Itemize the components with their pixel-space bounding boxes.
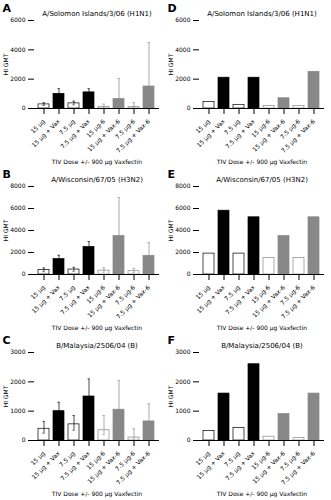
svg-text:F: F — [168, 334, 176, 347]
svg-text:7.5 μg + Vax: 7.5 μg + Vax — [223, 449, 257, 482]
svg-text:TIV Dose +/- 900 μg Vaxfectin: TIV Dose +/- 900 μg Vaxfectin — [51, 490, 142, 498]
svg-text:0: 0 — [187, 270, 191, 277]
svg-text:15 μg + Vax-6: 15 μg + Vax-6 — [250, 283, 287, 319]
svg-text:7.5 μg + Vax: 7.5 μg + Vax — [223, 117, 257, 150]
svg-text:HI GMT: HI GMT — [2, 219, 9, 241]
svg-text:15 μg + Vax: 15 μg + Vax — [195, 449, 227, 481]
svg-text:15 μg + Vax: 15 μg + Vax — [195, 283, 227, 315]
svg-text:HI GMT: HI GMT — [2, 53, 9, 75]
svg-text:4000: 4000 — [175, 46, 190, 53]
svg-text:2000: 2000 — [175, 378, 190, 385]
svg-text:0: 0 — [22, 436, 26, 443]
svg-text:15 μg-6: 15 μg-6 — [84, 449, 107, 471]
svg-text:TIV Dose +/- 900 μg Vaxfectin: TIV Dose +/- 900 μg Vaxfectin — [51, 158, 142, 166]
svg-text:HI GMT: HI GMT — [167, 219, 174, 241]
svg-text:7.5 μg + Vax: 7.5 μg + Vax — [58, 449, 92, 482]
svg-text:15 μg-6: 15 μg-6 — [249, 449, 272, 471]
svg-text:TIV Dose +/- 900 μg Vaxfectin: TIV Dose +/- 900 μg Vaxfectin — [216, 158, 307, 166]
svg-text:7.5 μg: 7.5 μg — [222, 283, 242, 302]
svg-text:4000: 4000 — [10, 46, 25, 53]
svg-text:6000: 6000 — [175, 16, 190, 23]
svg-text:15 μg-6: 15 μg-6 — [84, 283, 107, 305]
svg-text:7.5 μg + Vax-6: 7.5 μg + Vax-6 — [279, 449, 316, 486]
svg-text:3000: 3000 — [10, 348, 25, 355]
svg-text:1000: 1000 — [10, 407, 25, 414]
svg-text:2000: 2000 — [175, 75, 190, 82]
svg-text:B: B — [3, 168, 11, 181]
svg-text:7.5 μg-6: 7.5 μg-6 — [278, 117, 302, 141]
svg-text:7.5 μg: 7.5 μg — [57, 283, 77, 302]
svg-text:15 μg + Vax-6: 15 μg + Vax-6 — [85, 117, 122, 153]
svg-text:15 μg + Vax-6: 15 μg + Vax-6 — [250, 117, 287, 153]
svg-text:A/Wisconsin/67/05 (H3N2): A/Wisconsin/67/05 (H3N2) — [51, 176, 143, 184]
svg-text:7.5 μg + Vax-6: 7.5 μg + Vax-6 — [279, 117, 316, 154]
svg-text:15 μg-6: 15 μg-6 — [84, 117, 107, 139]
svg-text:4000: 4000 — [10, 226, 25, 233]
svg-text:7.5 μg + Vax-6: 7.5 μg + Vax-6 — [114, 283, 151, 320]
svg-text:C: C — [3, 334, 11, 347]
svg-text:4000: 4000 — [175, 226, 190, 233]
svg-text:15 μg-6: 15 μg-6 — [249, 283, 272, 305]
svg-text:B/Malaysia/2506/04 (B): B/Malaysia/2506/04 (B) — [56, 342, 138, 350]
svg-text:7.5 μg: 7.5 μg — [222, 117, 242, 136]
svg-text:HI GMT: HI GMT — [2, 385, 9, 407]
svg-text:15 μg + Vax: 15 μg + Vax — [30, 283, 62, 315]
svg-text:0: 0 — [22, 270, 26, 277]
svg-text:7.5 μg + Vax-6: 7.5 μg + Vax-6 — [279, 283, 316, 320]
svg-text:HI GMT: HI GMT — [167, 385, 174, 407]
svg-text:15 μg + Vax-6: 15 μg + Vax-6 — [85, 283, 122, 319]
svg-text:6000: 6000 — [10, 204, 25, 211]
svg-text:15 μg + Vax: 15 μg + Vax — [30, 449, 62, 481]
svg-text:8000: 8000 — [10, 182, 25, 189]
svg-text:D: D — [168, 2, 177, 15]
svg-text:7.5 μg + Vax: 7.5 μg + Vax — [58, 117, 92, 150]
svg-text:HI GMT: HI GMT — [167, 53, 174, 75]
svg-text:A: A — [3, 2, 12, 15]
svg-text:7.5 μg + Vax-6: 7.5 μg + Vax-6 — [114, 117, 151, 154]
svg-text:2000: 2000 — [10, 378, 25, 385]
svg-text:TIV Dose +/- 900 μg Vaxfectin: TIV Dose +/- 900 μg Vaxfectin — [51, 324, 142, 332]
svg-text:7.5 μg: 7.5 μg — [222, 449, 242, 468]
svg-text:15 μg + Vax-6: 15 μg + Vax-6 — [250, 449, 287, 485]
svg-text:15 μg + Vax-6: 15 μg + Vax-6 — [85, 449, 122, 485]
svg-text:1000: 1000 — [175, 407, 190, 414]
svg-text:0: 0 — [187, 436, 191, 443]
svg-text:7.5 μg-6: 7.5 μg-6 — [113, 117, 137, 141]
svg-text:A/Wisconsin/67/05 (H3N2): A/Wisconsin/67/05 (H3N2) — [216, 176, 308, 184]
svg-text:15 μg + Vax: 15 μg + Vax — [30, 117, 62, 149]
svg-text:2000: 2000 — [10, 75, 25, 82]
svg-text:6000: 6000 — [10, 16, 25, 23]
svg-text:7.5 μg: 7.5 μg — [57, 449, 77, 468]
svg-text:7.5 μg: 7.5 μg — [57, 117, 77, 136]
svg-text:7.5 μg-6: 7.5 μg-6 — [113, 283, 137, 307]
svg-text:0: 0 — [22, 104, 26, 111]
svg-text:B/Malaysia/2506/04 (B): B/Malaysia/2506/04 (B) — [221, 342, 303, 350]
svg-text:A/Solomon Islands/3/06 (H1N1): A/Solomon Islands/3/06 (H1N1) — [42, 10, 152, 18]
svg-text:15 μg + Vax: 15 μg + Vax — [195, 117, 227, 149]
svg-text:15 μg-6: 15 μg-6 — [249, 117, 272, 139]
svg-text:7.5 μg + Vax: 7.5 μg + Vax — [223, 283, 257, 316]
svg-text:TIV Dose +/- 900 μg Vaxfectin: TIV Dose +/- 900 μg Vaxfectin — [216, 490, 307, 498]
svg-text:7.5 μg-6: 7.5 μg-6 — [113, 449, 137, 473]
svg-text:A/Solomon Islands/3/06 (H1N1): A/Solomon Islands/3/06 (H1N1) — [207, 10, 317, 18]
svg-text:2000: 2000 — [175, 248, 190, 255]
svg-text:7.5 μg + Vax-6: 7.5 μg + Vax-6 — [114, 449, 151, 486]
svg-text:TIV Dose +/- 900 μg Vaxfectin: TIV Dose +/- 900 μg Vaxfectin — [216, 324, 307, 332]
svg-text:8000: 8000 — [175, 182, 190, 189]
svg-text:2000: 2000 — [10, 248, 25, 255]
svg-text:7.5 μg-6: 7.5 μg-6 — [278, 283, 302, 307]
svg-text:E: E — [168, 168, 176, 181]
svg-text:7.5 μg + Vax: 7.5 μg + Vax — [58, 283, 92, 316]
svg-text:7.5 μg-6: 7.5 μg-6 — [278, 449, 302, 473]
svg-text:6000: 6000 — [175, 204, 190, 211]
svg-text:3000: 3000 — [175, 348, 190, 355]
svg-text:0: 0 — [187, 104, 191, 111]
